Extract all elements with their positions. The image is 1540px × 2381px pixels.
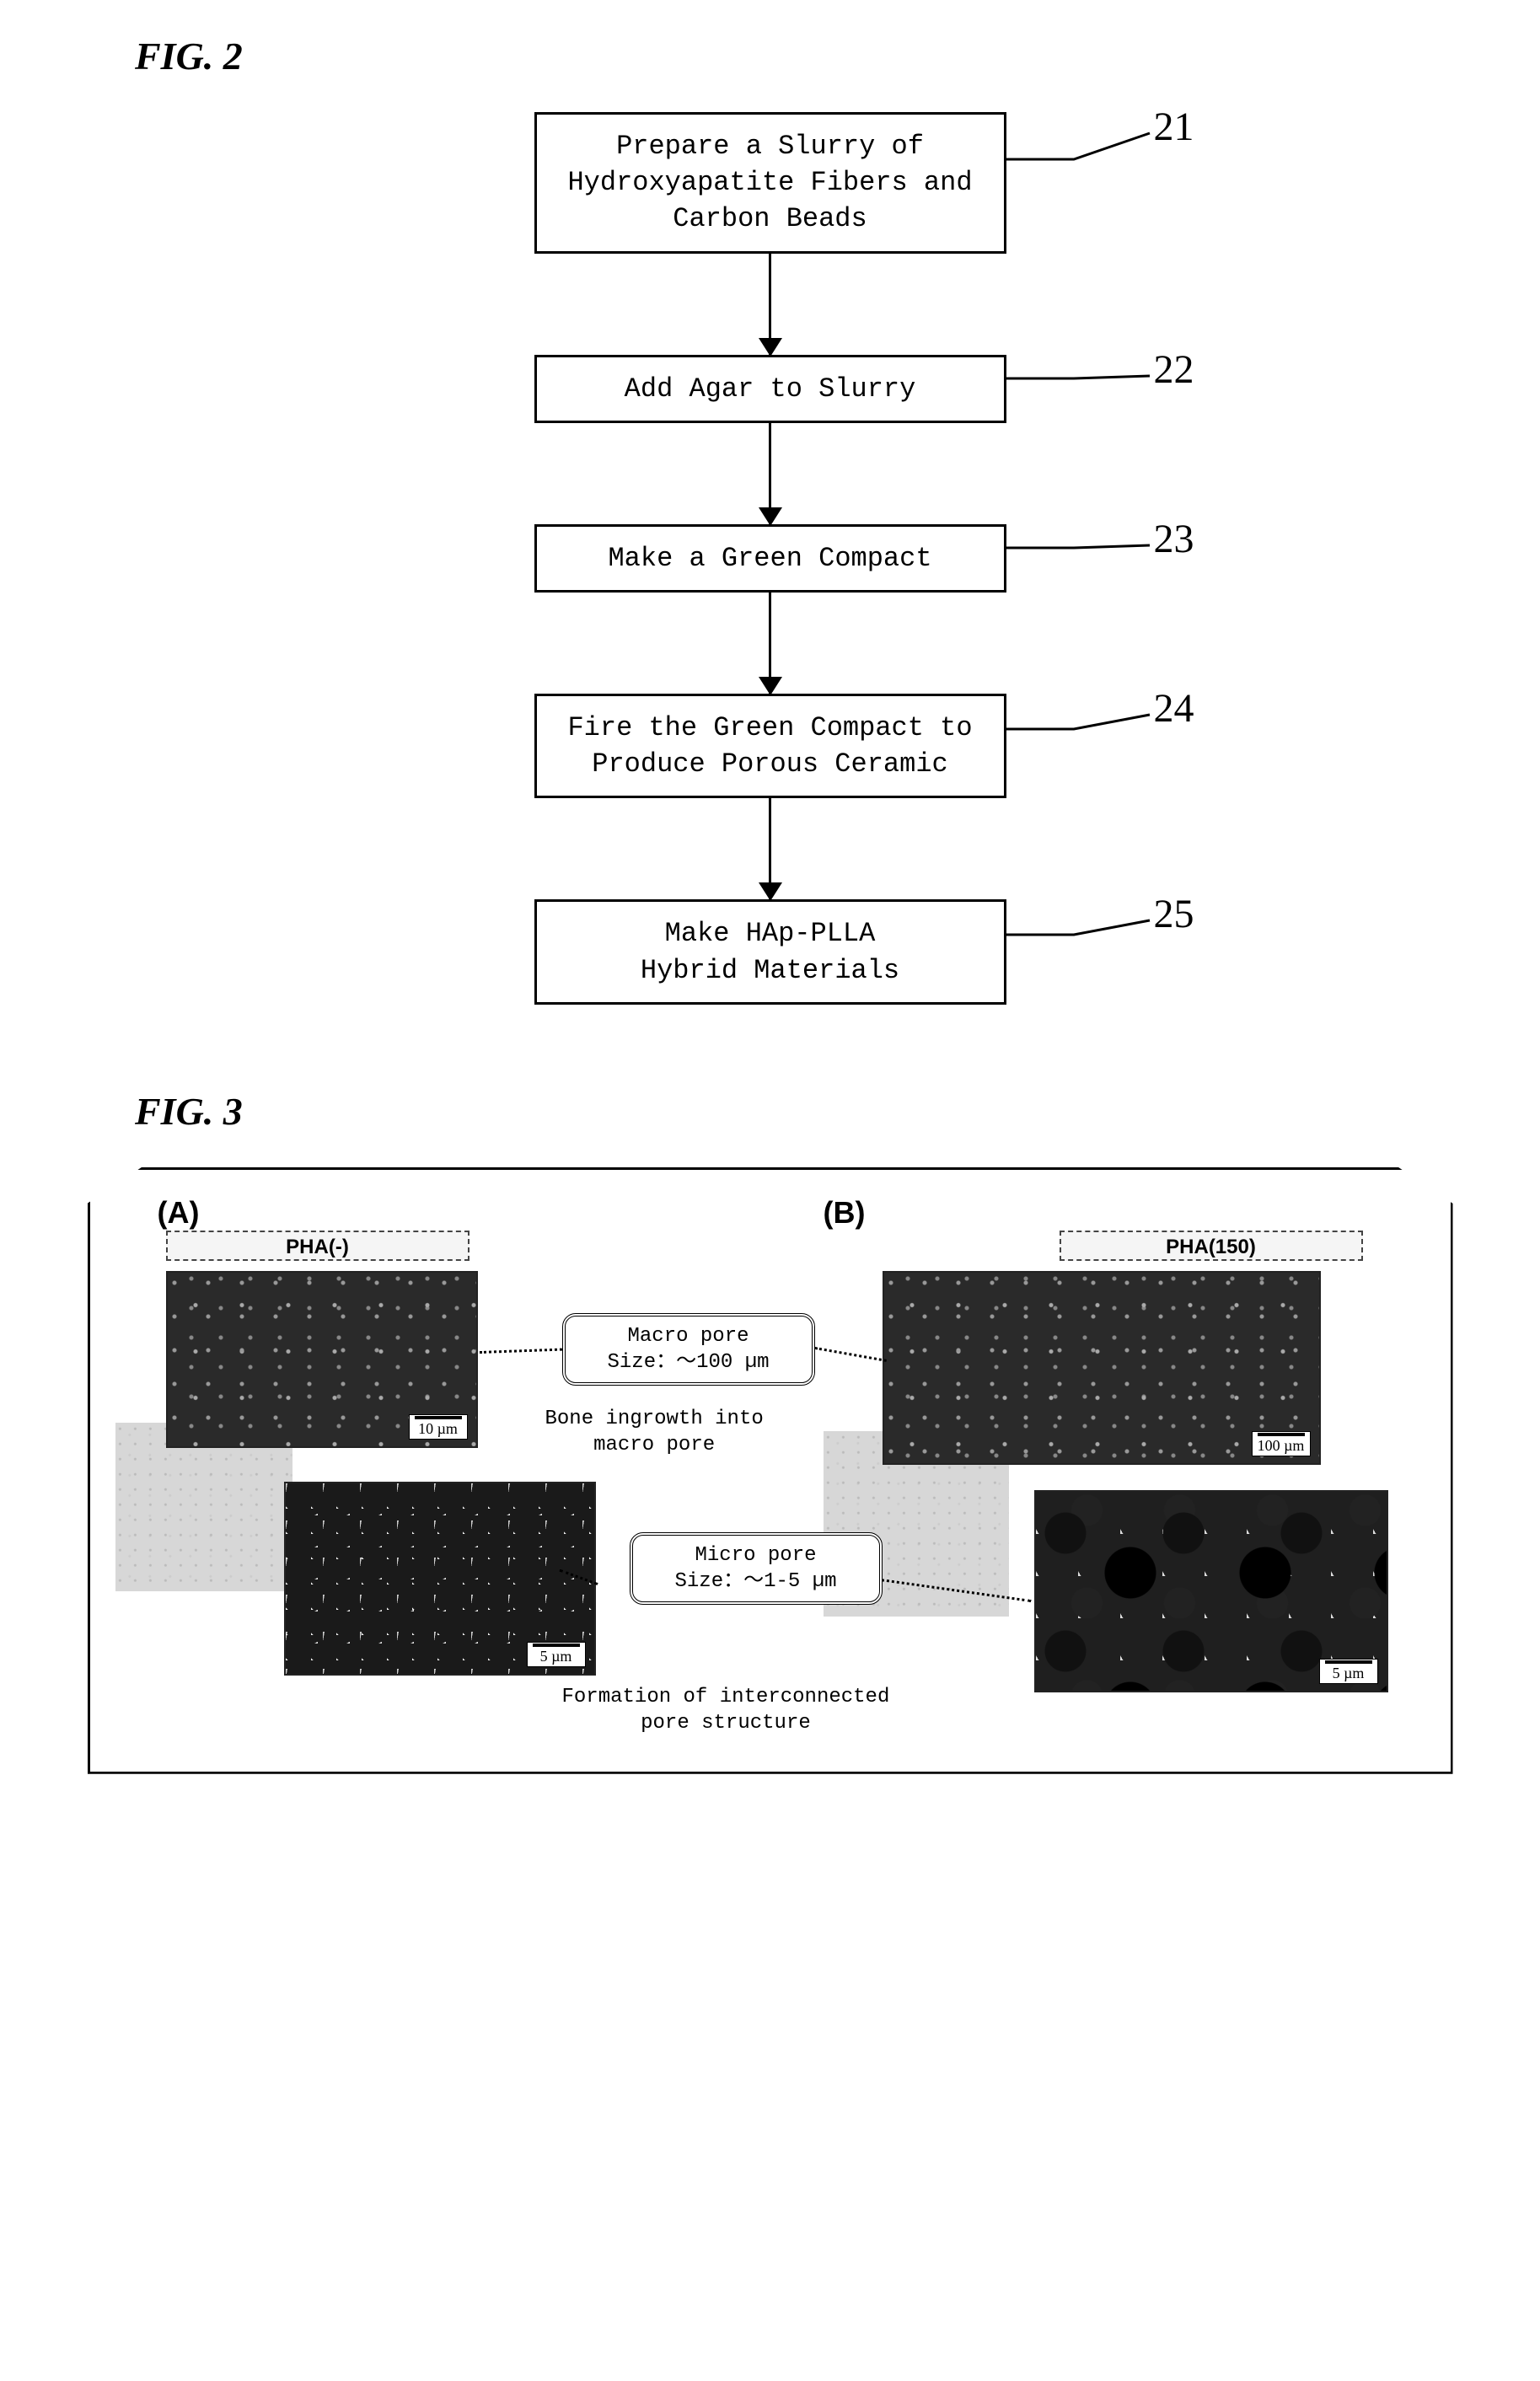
sem-image-A_top: 10 µm [166, 1271, 478, 1448]
flow-step-22: Add Agar to Slurry22 [307, 355, 1234, 423]
sem-image-B_top: 100 µm [883, 1271, 1321, 1465]
flow-box-text: Make a Green Compact [608, 540, 931, 576]
flow-step-24: Fire the Green Compact to Produce Porous… [307, 694, 1234, 798]
flow-box-21: Prepare a Slurry of Hydroxyapatite Fiber… [534, 112, 1006, 254]
fig3-inner: (A)PHA(-) (B) PHA(150) 10 µm 5 µm 100 µm 5 µm M… [90, 1170, 1451, 1772]
sem-image-A_topbg [115, 1423, 292, 1591]
scalebar-B_top: 100 µm [1252, 1431, 1311, 1456]
fig3-title: FIG. 3 [135, 1089, 1456, 1134]
sem-image-A_bot: 5 µm [284, 1482, 596, 1676]
pore-label-micro: Micro poreSize：～1-5 µm [630, 1532, 883, 1605]
pore-label-line2: Size：～1-5 µm [648, 1569, 864, 1595]
flow-box-text: Add Agar to Slurry [625, 371, 916, 407]
caption-0: Bone ingrowth into macro pore [545, 1406, 764, 1458]
scalebar-line [1325, 1660, 1372, 1664]
flow-box-24: Fire the Green Compact to Produce Porous… [534, 694, 1006, 798]
caption-1: Formation of interconnected pore structu… [562, 1684, 890, 1736]
fig2-title: FIG. 2 [135, 34, 1456, 78]
sample-tag-B: PHA(150) [1060, 1231, 1363, 1261]
flow-box-text: Fire the Green Compact to Produce Porous… [567, 710, 972, 782]
panel-letter-A: (A) [158, 1195, 200, 1231]
dotted-connector-1 [814, 1347, 886, 1362]
flow-number-22: 22 [1154, 346, 1194, 393]
scalebar-A_bot: 5 µm [527, 1642, 586, 1667]
flow-box-text: Prepare a Slurry of Hydroxyapatite Fiber… [567, 128, 972, 238]
pore-label-line1: Micro pore [648, 1542, 864, 1569]
flow-arrow-22 [769, 423, 771, 524]
flow-box-text: Make HAp-PLLA Hybrid Materials [641, 915, 899, 988]
flow-arrow-21 [769, 254, 771, 355]
flow-arrow-23 [769, 593, 771, 694]
flow-number-24: 24 [1154, 685, 1194, 732]
scalebar-line [533, 1644, 580, 1647]
scalebar-text: 10 µm [418, 1421, 458, 1436]
flow-box-25: Make HAp-PLLA Hybrid Materials [534, 899, 1006, 1004]
pore-label-macro: Macro poreSize：～100 µm [562, 1313, 815, 1386]
fig2-flowchart: Prepare a Slurry of Hydroxyapatite Fiber… [307, 112, 1234, 1005]
dotted-connector-0 [479, 1348, 561, 1353]
scalebar-line [1258, 1433, 1305, 1436]
fig3-frame: (A)PHA(-) (B) PHA(150) 10 µm 5 µm 100 µm 5 µm M… [88, 1167, 1453, 1774]
scalebar-text: 5 µm [1333, 1665, 1365, 1681]
flow-number-21: 21 [1154, 104, 1194, 150]
flow-step-23: Make a Green Compact23 [307, 524, 1234, 593]
pore-label-line1: Macro pore [581, 1323, 797, 1349]
scalebar-line [415, 1416, 462, 1419]
flow-arrow-24 [769, 798, 771, 899]
pore-label-line2: Size：～100 µm [581, 1349, 797, 1376]
sem-image-B_bot: 5 µm [1034, 1490, 1388, 1692]
flow-box-22: Add Agar to Slurry [534, 355, 1006, 423]
panel-letter-B: (B) [824, 1195, 866, 1231]
scalebar-text: 100 µm [1258, 1438, 1305, 1453]
flow-number-25: 25 [1154, 891, 1194, 937]
flow-number-23: 23 [1154, 516, 1194, 562]
sample-tag-A: PHA(-) [166, 1231, 470, 1261]
scalebar-text: 5 µm [540, 1649, 572, 1664]
scalebar-B_bot: 5 µm [1319, 1659, 1378, 1684]
scalebar-A_top: 10 µm [409, 1414, 468, 1440]
flow-step-25: Make HAp-PLLA Hybrid Materials25 [307, 899, 1234, 1004]
flow-box-23: Make a Green Compact [534, 524, 1006, 593]
flow-step-21: Prepare a Slurry of Hydroxyapatite Fiber… [307, 112, 1234, 254]
